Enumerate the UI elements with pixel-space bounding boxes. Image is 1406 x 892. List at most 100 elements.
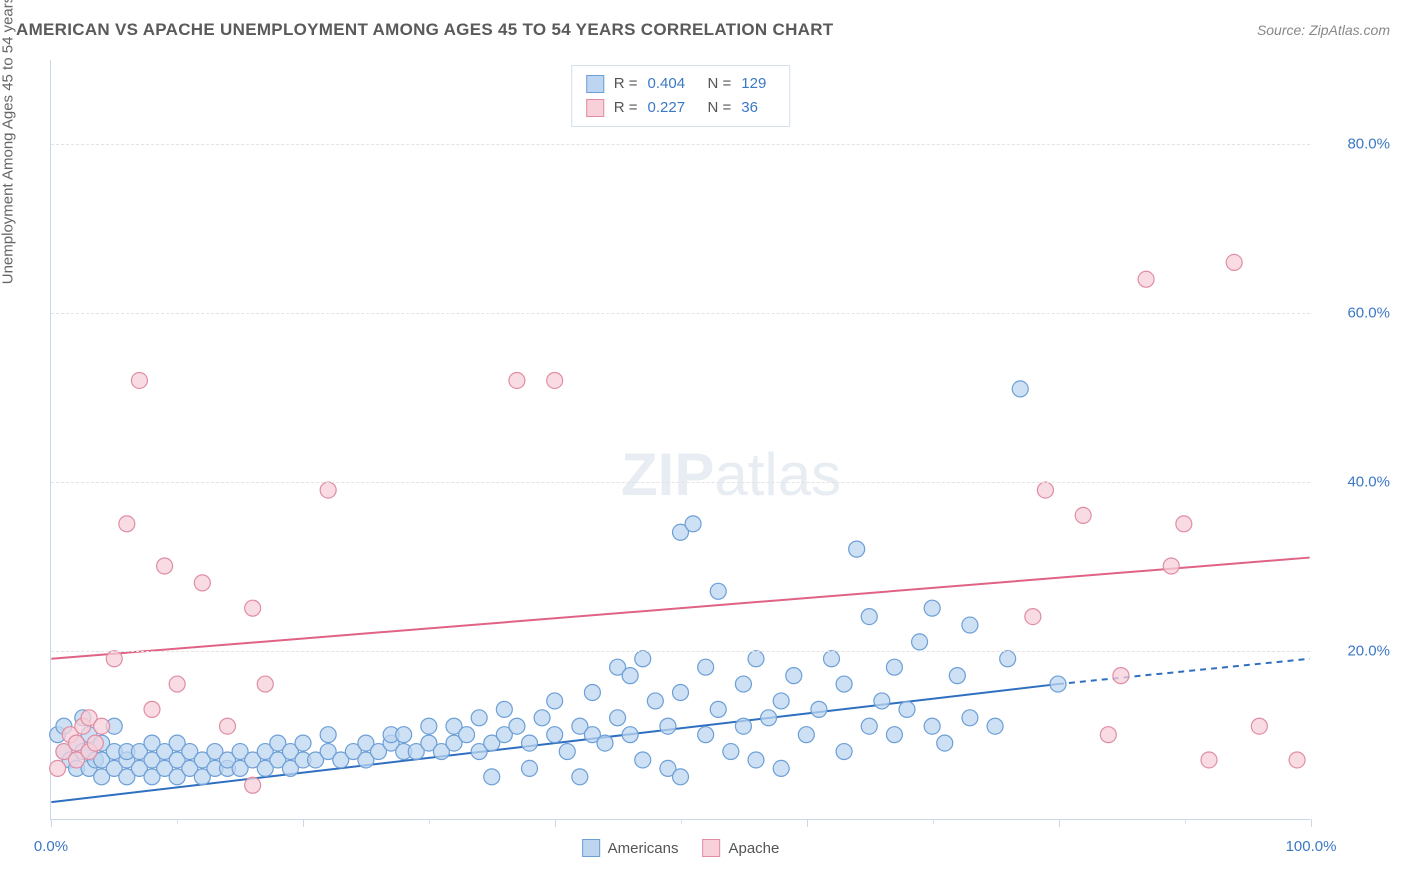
gridline [51, 651, 1310, 652]
scatter-point-americans [1000, 651, 1016, 667]
scatter-point-apache [87, 735, 103, 751]
scatter-point-apache [1201, 752, 1217, 768]
x-tick-label: 100.0% [1286, 838, 1337, 855]
scatter-point-americans [824, 651, 840, 667]
scatter-point-americans [1050, 676, 1066, 692]
r-label: R = [614, 72, 638, 96]
scatter-point-americans [610, 710, 626, 726]
scatter-point-americans [496, 701, 512, 717]
y-tick-label: 20.0% [1320, 643, 1390, 660]
scatter-point-americans [886, 659, 902, 675]
scatter-point-apache [106, 651, 122, 667]
scatter-point-americans [647, 693, 663, 709]
scatter-point-americans [559, 744, 575, 760]
scatter-point-americans [962, 617, 978, 633]
scatter-point-americans [723, 744, 739, 760]
scatter-point-americans [509, 718, 525, 734]
legend-swatch-icon [702, 839, 720, 857]
scatter-point-americans [547, 693, 563, 709]
scatter-point-apache [169, 676, 185, 692]
r-value: 0.404 [648, 72, 698, 96]
y-tick-label: 60.0% [1320, 305, 1390, 322]
x-tick-major [51, 819, 52, 827]
x-tick-major [555, 819, 556, 827]
scatter-point-americans [622, 727, 638, 743]
scatter-point-apache [144, 701, 160, 717]
n-label: N = [708, 72, 732, 96]
legend-item-apache: Apache [702, 839, 779, 857]
y-tick-label: 40.0% [1320, 474, 1390, 491]
scatter-point-americans [874, 693, 890, 709]
scatter-point-americans [534, 710, 550, 726]
scatter-point-americans [924, 718, 940, 734]
scatter-point-americans [773, 760, 789, 776]
scatter-point-americans [471, 710, 487, 726]
scatter-point-americans [773, 693, 789, 709]
x-tick-major [807, 819, 808, 827]
scatter-point-americans [710, 583, 726, 599]
legend-item-americans: Americans [582, 839, 679, 857]
scatter-point-americans [761, 710, 777, 726]
scatter-point-apache [1138, 271, 1154, 287]
bottom-legend: Americans Apache [582, 839, 780, 857]
x-tick-major [303, 819, 304, 827]
scatter-point-americans [949, 668, 965, 684]
gridline [51, 313, 1310, 314]
scatter-point-apache [1289, 752, 1305, 768]
scatter-point-americans [320, 727, 336, 743]
scatter-point-americans [886, 727, 902, 743]
legend-swatch-icon [586, 75, 604, 93]
scatter-point-apache [245, 777, 261, 793]
stats-row-apache: R =0.227N =36 [586, 96, 776, 120]
y-tick-label: 80.0% [1320, 136, 1390, 153]
scatter-point-apache [1100, 727, 1116, 743]
scatter-point-americans [899, 701, 915, 717]
scatter-point-americans [396, 727, 412, 743]
legend-swatch-icon [582, 839, 600, 857]
source-label: Source: ZipAtlas.com [1257, 22, 1390, 38]
scatter-point-apache [1226, 254, 1242, 270]
scatter-point-americans [962, 710, 978, 726]
gridline [51, 144, 1310, 145]
scatter-point-americans [295, 735, 311, 751]
scatter-point-americans [912, 634, 928, 650]
scatter-point-americans [710, 701, 726, 717]
scatter-point-apache [257, 676, 273, 692]
scatter-point-americans [836, 676, 852, 692]
scatter-point-americans [698, 659, 714, 675]
x-tick-minor [177, 819, 178, 824]
scatter-point-americans [685, 516, 701, 532]
scatter-point-americans [937, 735, 953, 751]
scatter-point-apache [220, 718, 236, 734]
legend-label: Apache [728, 840, 779, 857]
x-tick-major [1311, 819, 1312, 827]
scatter-point-americans [924, 600, 940, 616]
r-label: R = [614, 96, 638, 120]
x-tick-label: 0.0% [34, 838, 68, 855]
scatter-point-americans [861, 718, 877, 734]
scatter-point-americans [660, 718, 676, 734]
scatter-point-apache [131, 372, 147, 388]
scatter-point-americans [735, 718, 751, 734]
scatter-point-americans [748, 752, 764, 768]
scatter-point-apache [119, 516, 135, 532]
scatter-point-americans [635, 651, 651, 667]
scatter-point-apache [1025, 609, 1041, 625]
scatter-point-americans [597, 735, 613, 751]
scatter-point-americans [748, 651, 764, 667]
n-value: 129 [741, 72, 775, 96]
scatter-point-americans [421, 718, 437, 734]
scatter-point-apache [245, 600, 261, 616]
legend-swatch-icon [586, 99, 604, 117]
scatter-point-apache [1075, 507, 1091, 523]
stats-row-americans: R = 0.404 N = 129 [586, 72, 776, 96]
y-axis-label: Unemployment Among Ages 45 to 54 years [0, 0, 17, 284]
gridline [51, 482, 1310, 483]
scatter-point-americans [522, 735, 538, 751]
scatter-point-apache [94, 718, 110, 734]
scatter-point-americans [798, 727, 814, 743]
scatter-point-americans [673, 769, 689, 785]
scatter-point-americans [1012, 381, 1028, 397]
scatter-point-americans [547, 727, 563, 743]
stats-legend: R = 0.404 N = 129R =0.227N =36 [571, 65, 791, 127]
